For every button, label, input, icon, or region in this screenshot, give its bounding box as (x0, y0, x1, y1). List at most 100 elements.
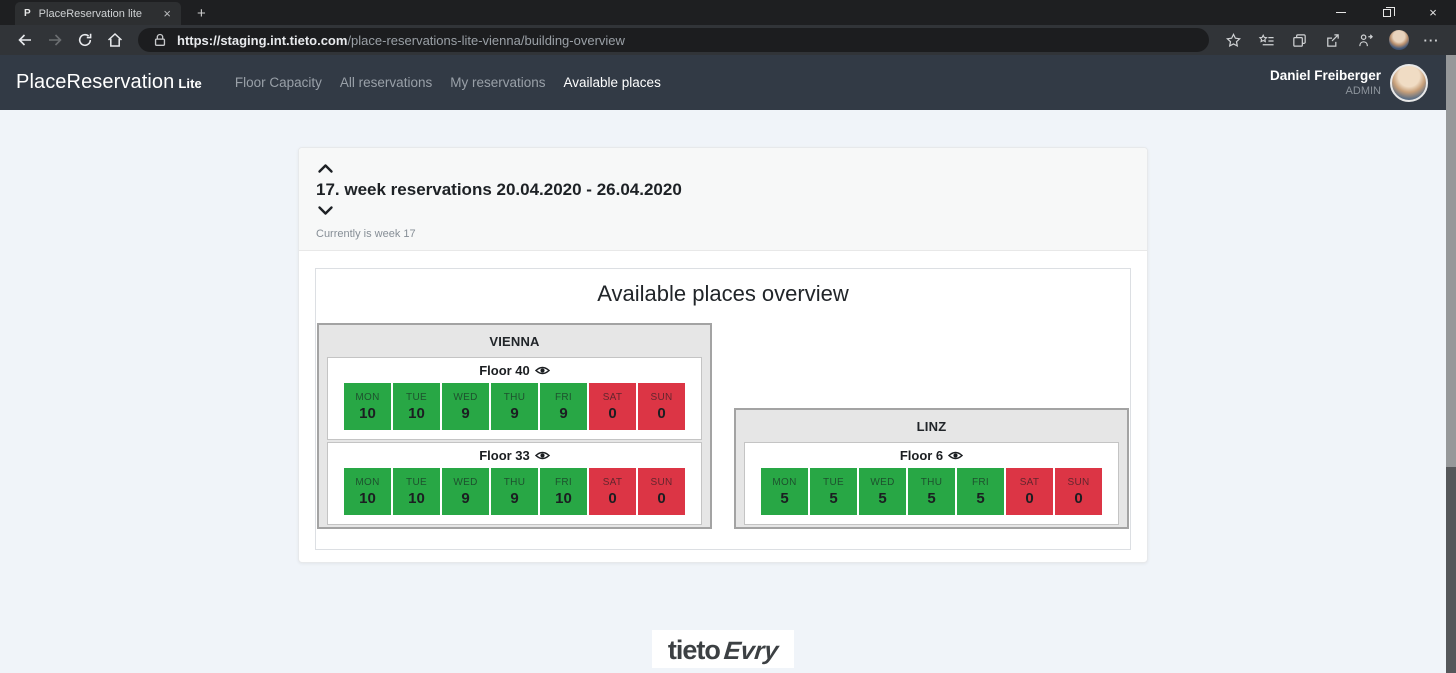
user-meta: Daniel Freiberger ADMIN (1270, 67, 1381, 98)
day-label: MON (772, 476, 797, 488)
day-label: TUE (406, 476, 427, 488)
day-value: 10 (555, 489, 572, 507)
browser-profile-button[interactable] (1384, 27, 1413, 53)
favorites-bar-button[interactable] (1252, 27, 1281, 53)
day-cell-mon: MON 10 (344, 468, 391, 515)
day-label: SUN (650, 391, 673, 403)
url-host: https://staging.int.tieto.com (177, 32, 348, 48)
day-value: 0 (657, 404, 666, 422)
browser-menu-button[interactable]: ··· (1423, 32, 1440, 48)
address-bar[interactable]: https://staging.int.tieto.com/place-rese… (138, 28, 1209, 52)
favorite-star-button[interactable] (1219, 27, 1248, 53)
floor-panel-floor-33: Floor 33 MON 10 TUE 10 WED 9 THU 9 FRI 10 SAT 0 SUN 0 (327, 442, 702, 525)
day-value: 10 (408, 404, 425, 422)
refresh-icon (78, 33, 92, 47)
minimize-icon (1336, 12, 1346, 13)
brand-name: PlaceReservation (16, 71, 175, 93)
toolbar-right: ··· (1219, 27, 1446, 53)
building-card-vienna: VIENNA Floor 40 MON 10 TUE 10 WED 9 THU 9 FRI 9 SAT… (317, 323, 712, 529)
day-cell-mon: MON 5 (761, 468, 808, 515)
floor-name: Floor 6 (745, 448, 1118, 463)
share-icon (1327, 33, 1339, 47)
home-icon (107, 32, 123, 47)
page-content: 17. week reservations 20.04.2020 - 26.04… (0, 147, 1446, 673)
day-cell-sun: SUN 0 (1055, 468, 1102, 515)
nav-item-available-places[interactable]: Available places (563, 75, 661, 90)
nav-item-all-reservations[interactable]: All reservations (339, 75, 433, 90)
day-cell-tue: TUE 5 (810, 468, 857, 515)
main-card: 17. week reservations 20.04.2020 - 26.04… (298, 147, 1148, 563)
scrollbar-thumb[interactable] (1446, 55, 1456, 467)
browser-chrome: P PlaceReservation lite × + × (0, 0, 1456, 55)
eye-icon[interactable] (534, 365, 550, 376)
day-label: SAT (1019, 476, 1040, 488)
day-value: 9 (461, 404, 470, 422)
day-cell-mon: MON 10 (344, 383, 391, 430)
current-week-note: Currently is week 17 (316, 228, 416, 240)
floor-panel-floor-40: Floor 40 MON 10 TUE 10 WED 9 THU 9 FRI 9 SAT 0 SUN 0 (327, 357, 702, 440)
day-value: 9 (510, 404, 519, 422)
user-name: Daniel Freiberger (1269, 68, 1381, 83)
nav-item-floor-capacity[interactable]: Floor Capacity (234, 75, 322, 90)
week-title: 17. week reservations 20.04.2020 - 26.04… (316, 180, 682, 199)
chevron-up-icon (318, 164, 333, 173)
day-label: SAT (602, 391, 623, 403)
minimize-button[interactable] (1318, 0, 1364, 25)
previous-week-button[interactable] (316, 161, 335, 176)
day-label: MON (355, 391, 380, 403)
restore-button[interactable] (1364, 0, 1410, 25)
browser-tab[interactable]: P PlaceReservation lite × (15, 2, 181, 25)
refresh-button[interactable] (70, 27, 100, 53)
day-label: MON (355, 476, 380, 488)
day-value: 5 (878, 489, 887, 507)
page-scrollbar[interactable] (1446, 55, 1456, 673)
close-button[interactable]: × (1429, 5, 1437, 20)
day-cell-sat: SAT 0 (589, 383, 636, 430)
forward-button[interactable] (40, 27, 70, 53)
day-cell-wed: WED 5 (859, 468, 906, 515)
day-value: 10 (359, 489, 376, 507)
day-label: SUN (1067, 476, 1090, 488)
day-label: WED (453, 391, 478, 403)
user-avatar[interactable] (1390, 63, 1428, 102)
eye-icon[interactable] (948, 450, 964, 461)
floor-name: Floor 40 (328, 363, 701, 378)
forward-arrow-icon (49, 34, 62, 46)
next-week-button[interactable] (316, 203, 335, 218)
restore-icon (1383, 6, 1395, 17)
building-card-linz: LINZ Floor 6 MON 5 TUE 5 WED 5 THU 5 FRI 5 SAT 0 SUN 0 (734, 408, 1129, 529)
day-label: THU (920, 476, 943, 488)
share-button[interactable] (1318, 27, 1347, 53)
footer-logo: tieto Evry (652, 630, 794, 668)
eye-icon[interactable] (534, 450, 550, 461)
floor-panel-floor-6: Floor 6 MON 5 TUE 5 WED 5 THU 5 FRI 5 SAT 0 SUN 0 (744, 442, 1119, 525)
app-brand[interactable]: PlaceReservation Lite (16, 71, 202, 94)
day-value: 0 (1025, 489, 1034, 507)
day-cell-wed: WED 9 (442, 468, 489, 515)
tab-close-icon[interactable]: × (163, 6, 171, 21)
day-value: 0 (608, 489, 617, 507)
window-controls: × (1318, 0, 1456, 25)
day-cell-thu: THU 9 (491, 468, 538, 515)
tab-strip: P PlaceReservation lite × + × (0, 0, 1456, 25)
url-text: https://staging.int.tieto.com/place-rese… (177, 33, 625, 48)
day-cell-tue: TUE 10 (393, 468, 440, 515)
day-value: 5 (976, 489, 985, 507)
collections-button[interactable] (1285, 27, 1314, 53)
home-button[interactable] (100, 27, 130, 53)
person-arrow-icon (1359, 33, 1373, 46)
new-tab-button[interactable]: + (197, 5, 206, 22)
browser-avatar (1388, 30, 1409, 50)
lock-icon[interactable] (152, 32, 168, 48)
tab-title: PlaceReservation lite (38, 7, 143, 20)
collections-icon (1293, 33, 1306, 47)
day-label: THU (503, 476, 526, 488)
user-block[interactable]: Daniel Freiberger ADMIN (1270, 63, 1428, 102)
floor-name-label: Floor 33 (479, 448, 530, 463)
day-value: 0 (1074, 489, 1083, 507)
back-button[interactable] (10, 27, 40, 53)
profile-share-button[interactable] (1351, 27, 1380, 53)
nav-item-my-reservations[interactable]: My reservations (450, 75, 546, 90)
favorites-list-icon (1258, 33, 1274, 45)
day-row: MON 5 TUE 5 WED 5 THU 5 FRI 5 SAT 0 SUN 0 (745, 468, 1118, 515)
